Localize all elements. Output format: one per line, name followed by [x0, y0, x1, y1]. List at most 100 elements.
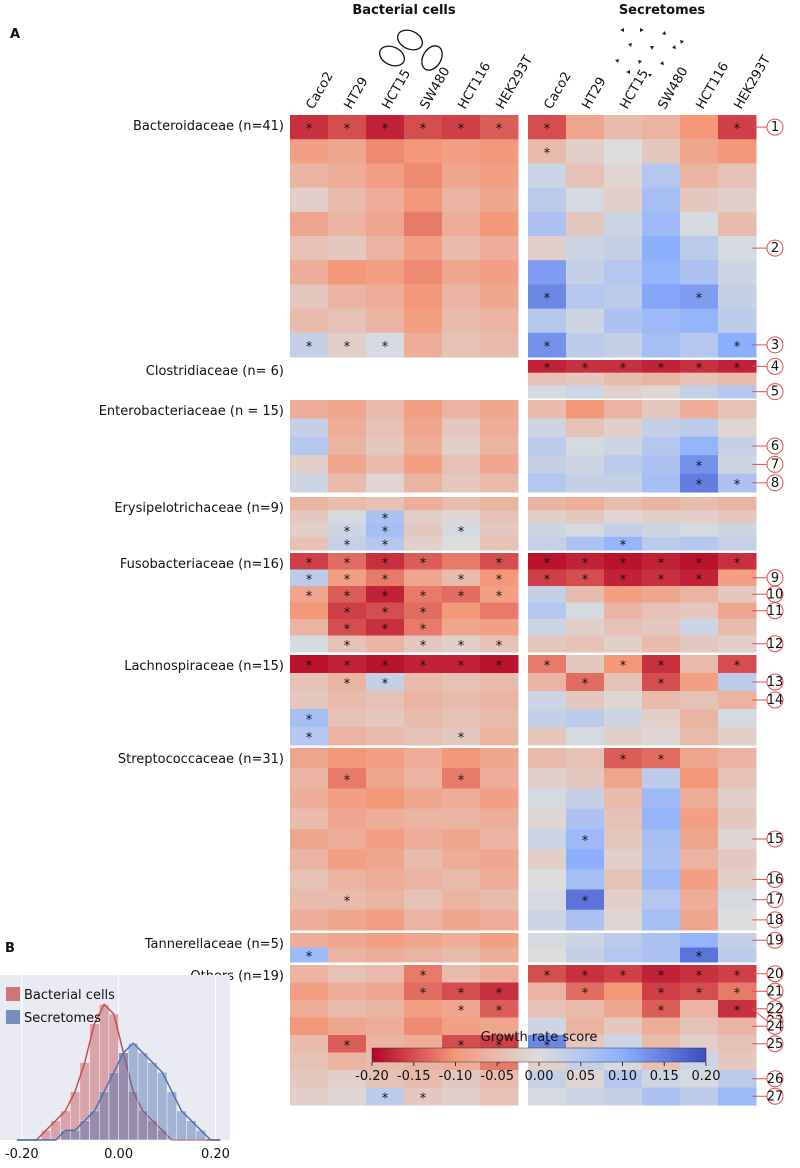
- heat-cell: [480, 619, 519, 636]
- colorbar-tick-label: -0.15: [397, 1069, 431, 1084]
- heat-cell: [480, 586, 519, 603]
- heat-cell: [366, 909, 405, 931]
- heat-cell: [480, 418, 519, 438]
- heat-cell: [366, 536, 405, 551]
- heat-cell: [366, 1017, 405, 1036]
- histogram-bar: [60, 1130, 71, 1141]
- significance-star: *: [658, 556, 665, 571]
- significance-star: *: [420, 986, 427, 1001]
- heat-cell: [604, 828, 643, 850]
- significance-star: *: [496, 1004, 503, 1019]
- heat-cell: [442, 828, 481, 850]
- heat-cell: [642, 869, 681, 891]
- marker-circle: [766, 1017, 784, 1035]
- heat-cell: [442, 1000, 481, 1018]
- heat-cell: [718, 284, 757, 310]
- heat-cell: [566, 909, 605, 931]
- heat-cell: [604, 727, 643, 746]
- heat-cell: [680, 455, 719, 475]
- heat-cell: [328, 602, 367, 620]
- heat-cell: [442, 655, 481, 674]
- heat-cell: [718, 332, 757, 358]
- heat-cell: [604, 211, 643, 237]
- heat-cell: [328, 400, 367, 419]
- significance-star: *: [734, 969, 741, 984]
- heat-cell: [442, 869, 481, 891]
- heat-cell: [290, 523, 329, 538]
- heat-cell: [566, 933, 605, 948]
- significance-star: *: [496, 589, 503, 604]
- heat-cell: [328, 163, 367, 189]
- heat-cell: [680, 947, 719, 963]
- heat-cell: [442, 947, 481, 963]
- heat-cell: [480, 965, 519, 983]
- heat-cell: [442, 619, 481, 636]
- heat-cell: [718, 1035, 757, 1053]
- heat-cell: [718, 360, 757, 374]
- heat-cell: [642, 602, 681, 620]
- heat-cell: [366, 236, 405, 261]
- heat-cell: [604, 360, 643, 374]
- significance-star: *: [344, 773, 351, 788]
- heat-cell: [404, 673, 443, 692]
- marker-circle: [766, 830, 784, 848]
- significance-star: *: [658, 573, 665, 588]
- heat-cell: [680, 497, 719, 511]
- heat-cell: [718, 569, 757, 587]
- marker-circle: [766, 437, 784, 455]
- heat-cell: [328, 691, 367, 710]
- marker-circle: [766, 336, 784, 354]
- marker-label: 17: [767, 893, 784, 908]
- histogram-bar: [157, 1071, 168, 1141]
- heat-cell: [528, 473, 567, 493]
- column-label: HT29: [579, 75, 609, 112]
- significance-star: *: [544, 361, 551, 376]
- histogram-bar: [40, 1130, 52, 1141]
- heat-cell: [366, 586, 405, 603]
- heat-cell: [442, 211, 481, 237]
- marker-label: 6: [771, 439, 779, 454]
- heat-cell: [404, 187, 443, 213]
- heat-cell: [442, 308, 481, 334]
- heat-cell: [480, 436, 519, 456]
- significance-star: *: [658, 986, 665, 1001]
- heat-cell: [566, 586, 605, 603]
- heat-cell: [480, 635, 519, 653]
- heat-cell: [718, 1052, 757, 1071]
- heat-cell: [718, 635, 757, 653]
- heat-cell: [366, 418, 405, 438]
- significance-star: *: [658, 677, 665, 692]
- heat-cell: [442, 748, 481, 769]
- heat-cell: [290, 619, 329, 636]
- heat-cell: [718, 436, 757, 456]
- significance-star: *: [306, 122, 313, 137]
- heat-cell: [480, 748, 519, 769]
- heat-cell: [480, 709, 519, 728]
- heat-cell: [328, 965, 367, 983]
- heat-cell: [480, 455, 519, 475]
- heat-cell: [528, 360, 567, 374]
- heat-cell: [642, 139, 681, 164]
- legend-swatch: [6, 1010, 20, 1024]
- heat-cell: [328, 748, 367, 769]
- heat-cell: [680, 982, 719, 1001]
- significance-star: *: [458, 525, 465, 540]
- heat-cell: [442, 1087, 481, 1106]
- marker-label: 22: [767, 1002, 784, 1017]
- heat-cell: [328, 586, 367, 603]
- heat-cell: [442, 236, 481, 261]
- heat-cell: [442, 436, 481, 456]
- significance-star: *: [582, 573, 589, 588]
- heat-cell: [642, 727, 681, 746]
- heat-cell: [718, 163, 757, 189]
- significance-star: *: [658, 361, 665, 376]
- heat-cell: [366, 284, 405, 310]
- marker-label: 26: [767, 1072, 784, 1087]
- significance-star: *: [696, 292, 703, 307]
- heat-cell: [680, 655, 719, 674]
- heat-cell: [328, 115, 367, 140]
- secretome-icon: [615, 28, 684, 77]
- significance-star: *: [344, 677, 351, 692]
- heat-cell: [366, 1087, 405, 1106]
- heat-cell: [290, 497, 329, 511]
